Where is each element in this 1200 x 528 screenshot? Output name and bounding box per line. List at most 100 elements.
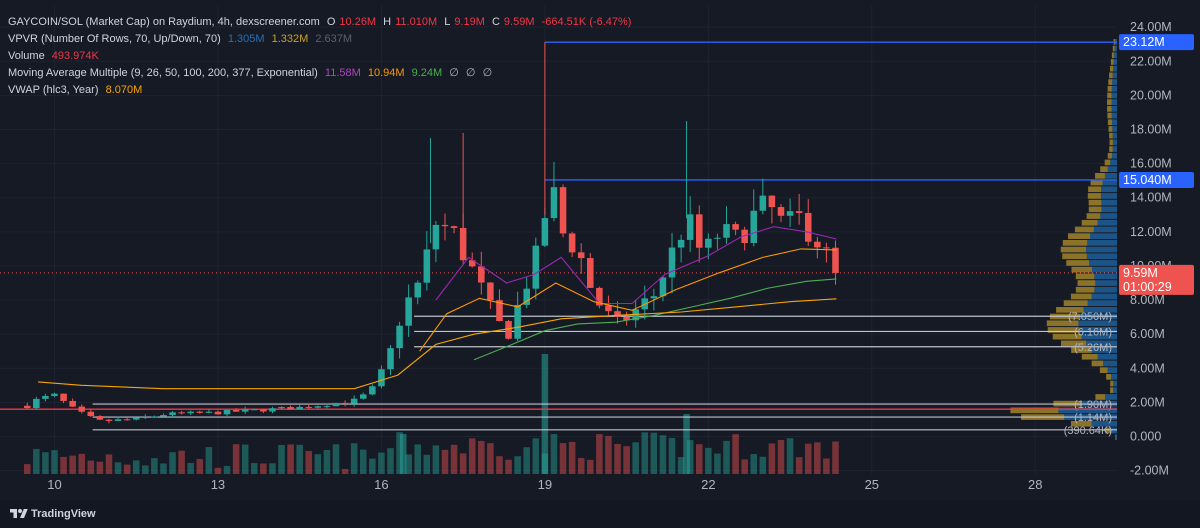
volume-bar xyxy=(341,468,349,474)
vpvr-up-row xyxy=(1105,394,1117,400)
volume-bar xyxy=(78,453,86,474)
price-tag-text: 23.12M xyxy=(1123,35,1165,49)
candle-body xyxy=(568,233,576,253)
candle-body xyxy=(341,402,349,404)
vpvr-down-row xyxy=(1070,293,1092,300)
candle-body xyxy=(768,195,776,208)
candle-body xyxy=(278,407,285,409)
symbol-title[interactable]: GAYCOIN/SOL (Market Cap) on Raydium, 4h,… xyxy=(8,16,320,28)
ma9-value: 11.58M xyxy=(324,67,361,79)
candle-body xyxy=(541,218,549,246)
vpvr-down-row xyxy=(1109,132,1113,139)
vpvr-up-row xyxy=(1087,300,1117,306)
vpvr-down-row xyxy=(1112,45,1115,52)
vpvr-up-row xyxy=(1112,126,1117,132)
volume-bar xyxy=(96,461,104,474)
volume-bar xyxy=(683,414,690,474)
candle-body xyxy=(78,406,86,412)
vpvr-up-row xyxy=(1107,166,1117,172)
y-tick-label: 14.00M xyxy=(1130,191,1172,205)
candle-body xyxy=(323,406,331,408)
volume-bar xyxy=(814,442,821,474)
volume-bar xyxy=(596,434,603,474)
volume-bars xyxy=(23,354,839,474)
candle-body xyxy=(650,296,658,299)
candle-body xyxy=(723,224,730,238)
time-axis[interactable]: 10 13 16 19 22 25 28 xyxy=(47,477,1042,492)
legend-ma-row[interactable]: Moving Average Multiple (9, 26, 50, 100,… xyxy=(8,65,635,82)
volume-bar xyxy=(568,441,576,474)
vpvr-up-row xyxy=(1111,92,1117,99)
volume-bar xyxy=(768,443,776,474)
tradingview-brand[interactable]: TradingView xyxy=(31,508,96,520)
vpvr-up-row xyxy=(1111,106,1117,112)
candle-body xyxy=(196,411,204,413)
y-tick-label: 20.00M xyxy=(1130,88,1172,102)
vpvr-down-row xyxy=(1060,340,1087,347)
vpvr-up-row xyxy=(1116,434,1117,440)
candle-body xyxy=(587,258,594,288)
candle-body xyxy=(523,288,530,305)
vpvr-down-row xyxy=(1087,193,1101,199)
volume-bar xyxy=(705,447,712,474)
candle-body xyxy=(668,247,676,278)
candle-body xyxy=(714,237,721,239)
volume-bar xyxy=(223,465,231,474)
ohlc-close-key: C xyxy=(491,16,500,28)
vpvr-down-row xyxy=(1067,233,1091,239)
vpvr-up-row xyxy=(1058,407,1117,414)
vpvr-down-row xyxy=(1110,387,1114,394)
vpvr-down-row xyxy=(1010,407,1059,414)
vpvr-down-row xyxy=(1060,246,1087,253)
vpvr-down-row xyxy=(1081,219,1098,226)
candle-body xyxy=(214,411,222,415)
candle-body xyxy=(369,386,376,395)
vpvr-up-row xyxy=(1093,226,1117,233)
x-tick-label: 16 xyxy=(374,477,388,492)
price-tag-text: 9.59M xyxy=(1123,266,1158,280)
volume-bar xyxy=(169,452,176,474)
candle-body xyxy=(759,195,767,211)
candle-body xyxy=(387,348,394,370)
vpvr-total-value: 2.637M xyxy=(315,33,353,45)
tradingview-logo-icon[interactable] xyxy=(10,507,28,521)
vpvr-down-row xyxy=(1066,260,1090,266)
vpvr-up-row xyxy=(1091,347,1117,353)
vpvr-up-row xyxy=(1086,246,1117,253)
candle-body xyxy=(432,224,440,250)
candle-body xyxy=(804,212,812,242)
legend-volume-row[interactable]: Volume 493.974K xyxy=(8,48,635,65)
candle-body xyxy=(205,411,213,413)
legend-vpvr-row[interactable]: VPVR (Number Of Rows, 70, Up/Down, 70) 1… xyxy=(8,31,635,48)
candle-body xyxy=(695,214,703,248)
vpvr-up-row xyxy=(1091,293,1117,300)
candle-body xyxy=(605,305,612,312)
vpvr-up-row xyxy=(1100,213,1117,219)
legend-symbol-row: GAYCOIN/SOL (Market Cap) on Raydium, 4h,… xyxy=(8,14,635,31)
horizontal-levels[interactable]: (7.050M) (6.16M) (5.26M) (1.90M)(1.14M)(390… xyxy=(0,41,1117,437)
level-label: (1.90M) xyxy=(1074,399,1112,411)
candle-body xyxy=(296,406,303,410)
candle-body xyxy=(314,406,322,408)
volume-bar xyxy=(795,457,803,474)
vpvr-down-row xyxy=(1071,266,1092,273)
vpvr-up-row xyxy=(1111,119,1117,126)
candle-body xyxy=(23,405,31,408)
legend-vwap-row[interactable]: VWAP (hlc3, Year) 8.070M xyxy=(8,82,635,99)
price-chart[interactable]: (7.050M) (6.16M) (5.26M) (1.90M)(1.14M)(390… xyxy=(0,0,1200,500)
grid-lines xyxy=(0,5,1117,474)
candle-body xyxy=(478,266,485,283)
vpvr-down-row xyxy=(1095,173,1105,179)
candle-body xyxy=(623,316,630,321)
vpvr-down-row xyxy=(1108,126,1113,132)
vpvr-down-row xyxy=(1070,420,1092,427)
candle-body xyxy=(114,419,122,421)
vpvr-up-row xyxy=(1101,186,1117,193)
volume-bar xyxy=(605,436,612,474)
volume-bar xyxy=(459,453,467,474)
candle-body xyxy=(596,287,603,306)
candle-body xyxy=(777,207,785,216)
candle-body xyxy=(823,247,830,249)
volume-value: 493.974K xyxy=(51,50,99,62)
candle-body xyxy=(151,416,158,418)
